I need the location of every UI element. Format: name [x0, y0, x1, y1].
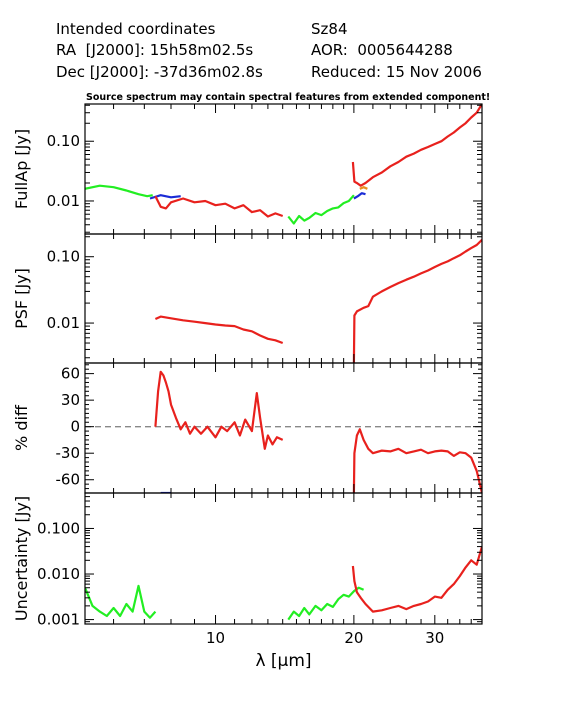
y-tick-label: 0.10 — [47, 248, 80, 266]
series-line-green-0 — [85, 584, 157, 619]
header-left-line-2: RA [J2000]: 15h58m02.5s — [56, 41, 254, 59]
x-tick-label: 30 — [425, 629, 444, 647]
series-group — [85, 104, 482, 225]
y-axis-label: FullAp [Jy] — [12, 129, 31, 209]
panel-frame — [84, 362, 483, 494]
y-tick-label: 0.001 — [37, 611, 80, 629]
y-tick-label: 0.100 — [37, 519, 80, 537]
series-line-green-1 — [287, 586, 365, 621]
x-tick-label: 20 — [344, 629, 363, 647]
y-tick-label: 60 — [61, 365, 80, 383]
y-tick-label: 0 — [70, 418, 80, 436]
y-axis-label: PSF [Jy] — [12, 268, 31, 329]
header-right-line-3: Reduced: 15 Nov 2006 — [311, 63, 482, 81]
y-axis-label: Uncertainty [Jy] — [12, 496, 31, 621]
series-line-red-0 — [154, 315, 284, 345]
series-line-red-6 — [351, 104, 482, 187]
header-right-line-1: Sz84 — [311, 20, 348, 38]
x-axis-label: λ [μm] — [255, 651, 311, 671]
y-tick-label: 0.10 — [47, 132, 80, 150]
series-line-orange-5 — [359, 186, 368, 190]
header-right-line-2: AOR: 0005644288 — [311, 41, 453, 59]
y-tick-label: 0.010 — [37, 565, 80, 583]
panel-fullap: 0.01 0.10 FullAp [Jy] — [12, 103, 483, 235]
series-line-red-0 — [154, 370, 284, 450]
y-tick-label: -60 — [56, 471, 81, 489]
series-group — [85, 546, 482, 621]
extended-source-warning: Source spectrum may contain spectral fea… — [86, 92, 491, 103]
header-left-line-1: Intended coordinates — [56, 20, 216, 38]
x-tick-label: 10 — [206, 629, 225, 647]
series-line-green-0 — [85, 184, 153, 198]
header-left-line-3: Dec [J2000]: -37d36m02.8s — [56, 63, 263, 81]
series-line-red-2 — [352, 428, 482, 493]
panel-frame — [84, 233, 483, 364]
panel-unc: 0.001 0.010 0.100 Uncertainty [Jy] — [12, 492, 483, 629]
series-group — [154, 239, 482, 363]
series-line-green-3 — [287, 194, 355, 225]
y-tick-label: 0.01 — [47, 192, 80, 210]
series-group — [154, 370, 482, 493]
y-axis-label: % diff — [12, 404, 31, 451]
panel-psf: 0.01 0.10 PSF [Jy] — [12, 233, 483, 364]
panel-frame — [84, 492, 483, 625]
panel-diff: 60 30 0 -30 -60 % diff — [12, 362, 483, 494]
series-line-blue-4 — [353, 192, 366, 200]
series-line-red-1 — [352, 239, 482, 363]
y-tick-label: -30 — [56, 444, 81, 462]
panel-frame — [84, 103, 483, 235]
y-tick-label: 0.01 — [47, 314, 80, 332]
series-line-red-2 — [154, 195, 284, 218]
series-line-red-2 — [351, 546, 482, 613]
y-tick-label: 30 — [61, 391, 80, 409]
